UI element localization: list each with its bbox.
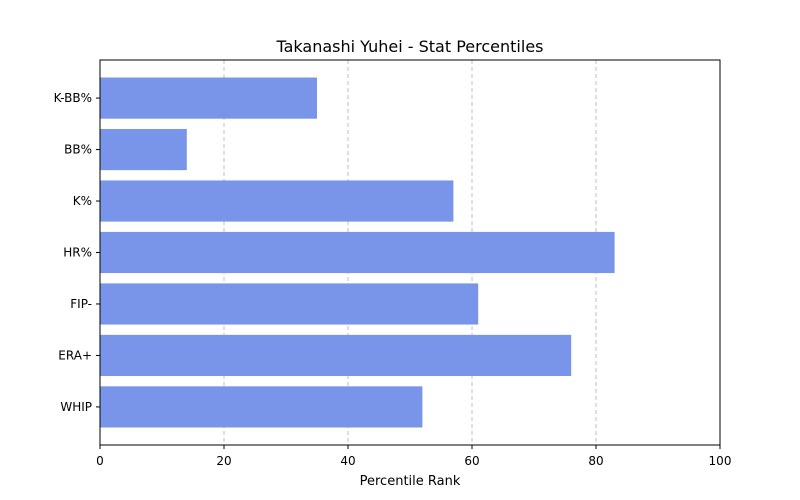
- x-tick-label: 0: [96, 454, 104, 468]
- x-tick-label: 20: [216, 454, 231, 468]
- chart-title: Takanashi Yuhei - Stat Percentiles: [276, 37, 544, 56]
- y-tick-label: WHIP: [60, 400, 92, 414]
- bar-K%: [100, 180, 454, 222]
- y-tick-label: BB%: [64, 143, 92, 157]
- x-tick-label: 100: [709, 454, 732, 468]
- y-tick-label: K%: [73, 194, 92, 208]
- x-axis-label: Percentile Rank: [360, 474, 461, 489]
- bar-ERA+: [100, 334, 572, 377]
- bar-FIP-: [100, 283, 479, 325]
- x-tick-label: 80: [588, 454, 603, 468]
- x-tick-label: 60: [464, 454, 479, 468]
- x-tick-label: 40: [340, 454, 355, 468]
- bar-K-BB%: [100, 77, 317, 119]
- bars: [100, 77, 615, 428]
- x-axis-ticks: 0 20 40 60 80 100: [96, 445, 731, 468]
- y-tick-label: HR%: [63, 246, 92, 260]
- bar-WHIP: [100, 386, 423, 428]
- bar-HR%: [100, 231, 615, 274]
- y-axis-ticks: K-BB% BB% K% HR% FIP- ERA+ WHIP: [54, 91, 100, 414]
- y-tick-label: FIP-: [70, 297, 92, 311]
- y-tick-label: ERA+: [58, 348, 92, 362]
- bar-BB%: [100, 128, 187, 171]
- y-tick-label: K-BB%: [54, 91, 92, 105]
